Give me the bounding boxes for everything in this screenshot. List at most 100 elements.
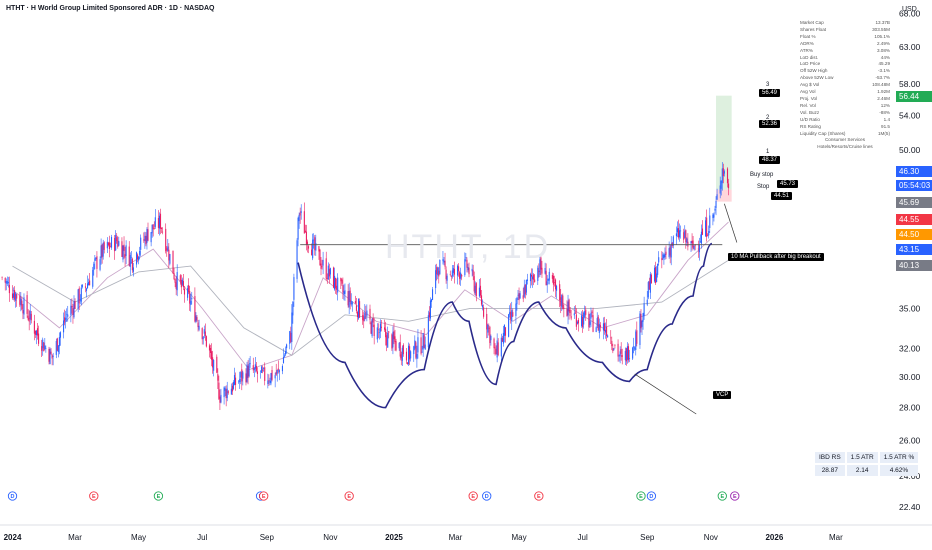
candle-body [400,354,402,359]
chart-title: HTHT · H World Group Limited Sponsored A… [6,5,215,12]
candle-body [132,267,134,272]
candle-body [223,387,225,398]
candle-body [318,246,320,252]
candle-body [347,291,349,306]
candle-body [474,285,476,294]
candle-body [305,231,307,245]
candle-body [8,284,10,294]
stats-row: LoD dist. 44% [800,55,890,62]
candle-body [552,275,554,285]
candle-body [548,271,550,281]
candle-body [336,285,338,290]
stats-row: Proj. Vol 2.46M [800,96,890,103]
entry-price-label: 45.73 [777,180,799,188]
candle-body [67,314,69,317]
candle-body [399,342,401,357]
candle-body [66,313,68,315]
ibd-table: IBD RS 1.5 ATR 1.5 ATR % 28.87 2.14 4.62… [813,450,920,478]
candle-body [314,237,316,251]
candle-body [311,249,313,256]
candle-body [261,366,263,373]
candle-body [533,274,535,280]
candle-body [191,297,193,300]
candle-body [1,277,3,278]
event-marker-label: E [157,494,161,500]
candle-body [220,394,222,403]
candle-body [500,337,502,357]
candle-body [80,287,82,302]
candle-body [619,351,621,357]
candle-body [393,331,395,340]
candle-body [614,345,616,346]
x-tick-label: Mar [449,533,463,542]
candle-body [569,309,571,314]
candle-body [233,375,236,385]
candle-body [93,263,95,271]
candle-body [175,282,177,289]
event-marker-icon [468,491,478,501]
candle-body [466,259,468,268]
candle-body [553,282,556,283]
candle-body [450,276,452,277]
candle-body [546,281,548,286]
candle-body [81,284,83,288]
candle-body [205,336,207,347]
candle-body [33,320,35,334]
candle-body [672,236,674,246]
vcp-pointer [634,373,697,415]
candle-body [501,337,503,342]
candle-body [160,227,163,230]
candle-body [595,327,597,333]
event-marker-label: D [485,494,489,500]
candle-body [598,323,600,334]
candle-body [88,282,90,286]
candle-body [102,242,104,257]
candle-body [283,355,286,357]
stats-value: 1.92M [877,89,890,95]
candle-body [269,381,271,383]
candle-body [239,378,241,383]
candle-body [85,288,88,291]
candle-body [658,257,660,263]
candle-body [188,285,190,293]
candle-body [108,242,110,249]
stats-row: LoD Price 45.29 [800,61,890,68]
candle-body [166,248,168,251]
stats-value: 91.5 [881,123,890,129]
candle-body [150,232,152,243]
candle-body [74,300,76,309]
candle-body [430,299,433,302]
candle-body [626,346,628,360]
candle-body [486,313,488,330]
candle-body [364,312,366,320]
candle-body [706,217,708,237]
stats-row: Rel. Vol 12% [800,103,890,110]
candle-body [238,381,240,383]
candle-body [372,317,374,323]
candle-body [158,215,161,229]
candle-body [240,372,242,378]
candle-body [694,245,696,247]
candle-body [648,281,650,290]
candle-body [125,245,127,256]
stats-label: Shares Float [800,26,827,32]
candle-body [438,270,440,277]
candle-body [187,288,189,298]
candle-body [591,311,593,314]
candle-body [451,270,453,277]
candle-body [227,391,229,394]
candle-body [30,313,32,321]
stats-row: ATR% 3.08% [800,48,890,55]
ibd-header-atr: 1.5 ATR [846,452,878,463]
candle-body [271,370,273,380]
candle-body [277,368,279,371]
candle-body [217,374,219,381]
candle-body [726,168,729,184]
event-marker-label: E [537,494,541,500]
x-tick-label: May [131,533,146,542]
candle-body [319,249,321,266]
candle-body [568,299,570,312]
stats-label: Market Cap [800,20,824,25]
candle-body [42,339,44,349]
